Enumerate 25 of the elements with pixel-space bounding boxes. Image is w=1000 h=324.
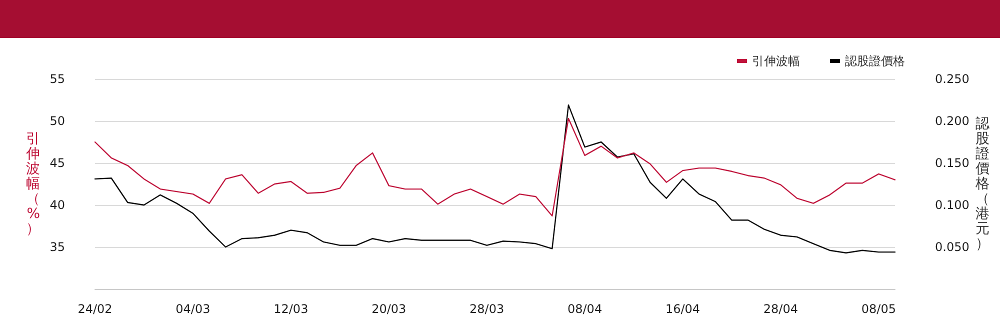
y2-tick-label: 0.050 (935, 240, 970, 254)
x-tick-label: 08/04 (568, 302, 602, 316)
y2-tick-label: 0.200 (935, 114, 970, 128)
y2-tick-label: 0.250 (935, 72, 970, 86)
y-tick-label: 50 (50, 114, 65, 128)
text: 認股證價格（港元） (975, 116, 990, 252)
line-series (94, 118, 896, 217)
x-tick-label: 08/05 (861, 302, 896, 316)
x-tick-label: 16/04 (665, 302, 700, 316)
y-axis-title: 引伸波幅（%） (25, 131, 40, 237)
x-tick-label: 12/03 (274, 302, 308, 316)
y2-tick-label: 0.100 (935, 198, 970, 212)
x-tick-label: 28/04 (763, 302, 798, 316)
x-tick-label: 28/03 (470, 302, 504, 316)
y2-tick-label: 0.150 (935, 156, 970, 170)
y-tick-label: 35 (50, 240, 65, 254)
legend-label: 引伸波幅 (752, 54, 800, 68)
line-series (94, 104, 896, 254)
x-tick-label: 24/02 (78, 302, 112, 316)
y-tick-label: 55 (50, 72, 65, 86)
x-tick-label: 20/03 (372, 302, 406, 316)
y-tick-label: 40 (50, 198, 65, 212)
legend-label: 認股證價格 (845, 54, 905, 68)
y-tick-label: 45 (50, 156, 65, 170)
x-tick-label: 04/03 (176, 302, 210, 316)
